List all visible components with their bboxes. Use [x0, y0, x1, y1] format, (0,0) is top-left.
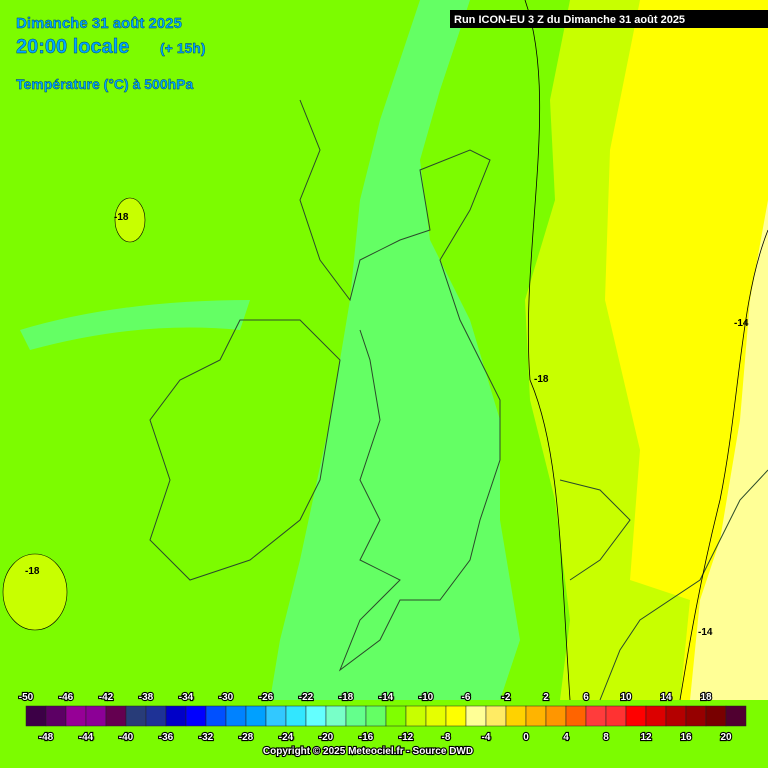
legend-label: 0 [523, 732, 529, 743]
legend-swatch [645, 705, 667, 727]
legend-swatch [565, 705, 587, 727]
legend-swatch [325, 705, 347, 727]
legend-swatch [705, 705, 727, 727]
legend-swatch [165, 705, 187, 727]
legend-swatch [685, 705, 707, 727]
legend-label: 16 [680, 732, 692, 743]
legend-label: 4 [563, 732, 569, 743]
isotherm [524, 0, 571, 701]
header-lead: (+ 15h) [160, 40, 206, 56]
legend-swatch [305, 705, 327, 727]
run-label: Run ICON-EU 3 Z du Dimanche 31 août 2025 [454, 14, 685, 26]
legend-label: 2 [543, 692, 549, 703]
legend-label: -32 [199, 732, 214, 743]
legend-swatch [525, 705, 547, 727]
legend-swatch [725, 705, 747, 727]
legend-swatch [385, 705, 407, 727]
legend-label: 8 [603, 732, 609, 743]
contour-label: -18 [114, 212, 129, 223]
legend-swatch [205, 705, 227, 727]
run-label-box [450, 10, 768, 28]
legend-swatch [345, 705, 367, 727]
copyright: Copyright © 2025 Meteociel.fr - Source D… [263, 746, 473, 757]
legend-label: -40 [119, 732, 134, 743]
contour-label: -14 [734, 318, 749, 329]
contour-label: -14 [698, 627, 713, 638]
legend-swatch [185, 705, 207, 727]
coastline [559, 479, 631, 581]
legend-label: -38 [139, 692, 154, 703]
isotherm-cell [2, 553, 68, 631]
legend-swatch [485, 705, 507, 727]
legend-label: -36 [159, 732, 174, 743]
legend-swatch [505, 705, 527, 727]
legend-swatch [65, 705, 87, 727]
legend-label: -26 [259, 692, 274, 703]
legend-label: -18 [339, 692, 354, 703]
legend-swatch [245, 705, 267, 727]
legend-swatch [365, 705, 387, 727]
legend-label: -2 [502, 692, 511, 703]
legend-swatch [145, 705, 167, 727]
legend-label: -44 [79, 732, 94, 743]
legend-swatch [545, 705, 567, 727]
legend-swatch [285, 705, 307, 727]
legend-label: -30 [219, 692, 234, 703]
coastline [299, 99, 501, 672]
header-variable: Température (°C) à 500hPa [16, 76, 194, 92]
legend-label: -14 [379, 692, 394, 703]
legend-swatch [405, 705, 427, 727]
legend-swatch [125, 705, 147, 727]
field-warmest [690, 200, 768, 700]
field-cool [20, 300, 250, 350]
legend-label: -48 [39, 732, 54, 743]
isotherm-cell [114, 197, 146, 243]
legend-label: -46 [59, 692, 74, 703]
legend-label: 12 [640, 732, 652, 743]
contour-label: -18 [25, 566, 40, 577]
legend-label: 18 [700, 692, 712, 703]
legend-label: -10 [419, 692, 434, 703]
legend-swatch [105, 705, 127, 727]
legend: -50 -46 -42 -38 -34 -30 -26 -22 -18 -14 -10 -6 -2 2 6 1… [18, 691, 747, 744]
legend-swatch [265, 705, 287, 727]
legend-label: -24 [279, 732, 294, 743]
contour-label: -18 [534, 374, 549, 385]
header-time: 20:00 locale [16, 36, 129, 58]
legend-swatch [585, 705, 607, 727]
legend-label: -12 [399, 732, 414, 743]
legend-label: -28 [239, 732, 254, 743]
field-cool [250, 0, 520, 700]
isotherm [679, 229, 768, 701]
legend-label: -22 [299, 692, 314, 703]
legend-label: 20 [720, 732, 732, 743]
legend-swatch [465, 705, 487, 727]
legend-label: -34 [179, 692, 194, 703]
legend-label: -8 [442, 732, 451, 743]
legend-swatch [25, 705, 47, 727]
legend-swatch [605, 705, 627, 727]
legend-label: 10 [620, 692, 632, 703]
legend-label: -50 [19, 692, 34, 703]
legend-label: -42 [99, 692, 114, 703]
legend-swatch [85, 705, 107, 727]
legend-label: 6 [583, 692, 589, 703]
legend-swatch [425, 705, 447, 727]
legend-swatch [225, 705, 247, 727]
legend-label: -16 [359, 732, 374, 743]
legend-label: -4 [482, 732, 491, 743]
legend-swatch [45, 705, 67, 727]
legend-swatch [665, 705, 687, 727]
legend-swatch [625, 705, 647, 727]
legend-label: -6 [462, 692, 471, 703]
legend-label: -20 [319, 732, 334, 743]
coastline [149, 319, 341, 581]
coastline [599, 469, 768, 701]
header-date: Dimanche 31 août 2025 [16, 15, 182, 32]
legend-swatch [445, 705, 467, 727]
legend-label: 14 [660, 692, 672, 703]
